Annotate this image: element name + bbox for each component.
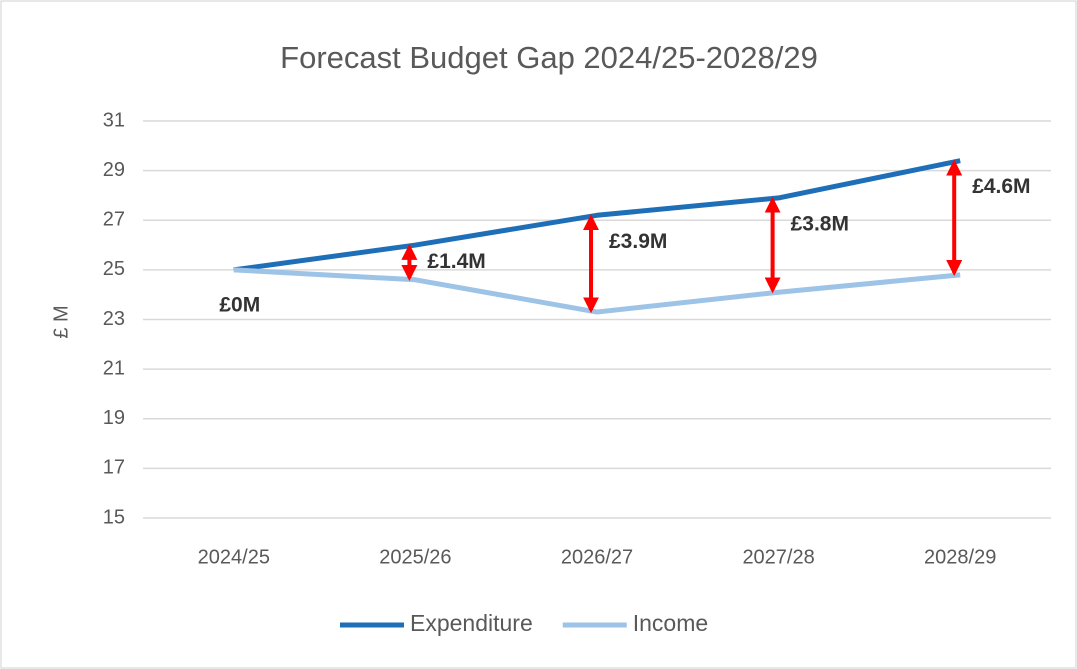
y-tick-label: 31 (103, 109, 125, 131)
y-tick-label: 15 (103, 506, 125, 528)
x-tick-label: 2027/28 (742, 546, 814, 568)
x-tick-label: 2025/26 (379, 546, 451, 568)
gap-label: £4.6M (972, 175, 1030, 198)
legend-label: Income (633, 610, 708, 636)
chart-title: Forecast Budget Gap 2024/25-2028/29 (280, 40, 818, 75)
gap-label: £1.4M (427, 250, 485, 273)
y-tick-label: 21 (103, 357, 125, 379)
x-tick-label: 2026/27 (561, 546, 633, 568)
gap-label: £0M (219, 293, 260, 316)
y-tick-label: 19 (103, 407, 125, 429)
gap-label: £3.9M (609, 230, 667, 253)
y-tick-label: 25 (103, 258, 125, 280)
y-tick-label: 23 (103, 308, 125, 330)
y-tick-label: 27 (103, 209, 125, 231)
x-tick-label: 2028/29 (924, 546, 996, 568)
legend-label: Expenditure (410, 610, 533, 636)
y-tick-label: 29 (103, 159, 125, 181)
x-tick-label: 2024/25 (198, 546, 270, 568)
gap-label: £3.8M (791, 212, 849, 235)
y-axis-label: £ M (50, 305, 72, 338)
y-tick-label: 17 (103, 457, 125, 479)
